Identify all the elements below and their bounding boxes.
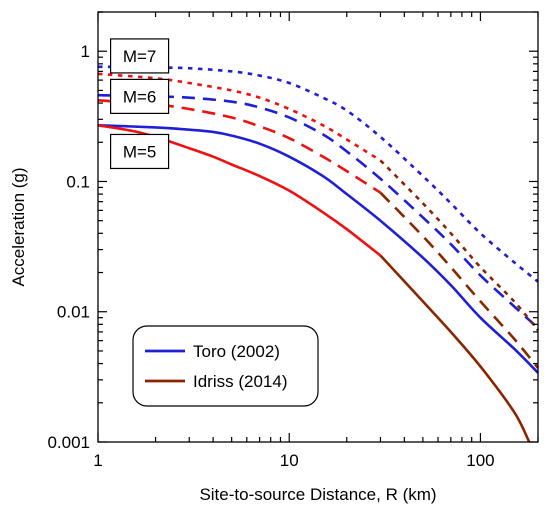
y-tick-label: 0.001 [47, 433, 90, 452]
y-tick-label: 0.1 [66, 172, 90, 191]
magnitude-box [109, 78, 170, 114]
series-line-toro-m7-2 [97, 65, 539, 283]
legend-label: Idriss (2014) [193, 372, 287, 391]
magnitude-label: M=6 [123, 87, 157, 106]
series-layer [97, 65, 540, 443]
series-line-idriss-m5-4 [379, 254, 531, 443]
legend: Toro (2002) Idriss (2014) [132, 325, 319, 407]
y-tick-label: 1 [81, 42, 90, 61]
magnitude-label: M=5 [123, 142, 157, 161]
magnitude-box [109, 133, 170, 170]
series-line-idriss-m6-6 [379, 191, 540, 369]
series-line-toro-m6-1 [97, 93, 539, 329]
y-axis-label: Acceleration (g) [9, 167, 28, 286]
legend-box [132, 325, 319, 407]
magnitude-label: M=7 [123, 47, 157, 66]
series-line-idriss-m7-7 [97, 72, 382, 162]
series-line-idriss-m7-8 [379, 159, 540, 332]
x-tick-label: 10 [280, 451, 299, 470]
series-line-toro-m5-0 [97, 123, 539, 374]
plot-frame [97, 11, 539, 443]
x-tick-label: 100 [466, 451, 494, 470]
x-tick-label: 1 [93, 451, 102, 470]
annotations: M=7 M=6 M=5 [109, 38, 170, 170]
magnitude-box [109, 38, 170, 74]
ticks-layer: 0.001 0.01 0.1 1 1 10 100 [47, 11, 539, 470]
x-axis-label: Site-to-source Distance, R (km) [199, 485, 436, 504]
legend-label: Toro (2002) [193, 342, 280, 361]
y-tick-label: 0.01 [57, 303, 90, 322]
